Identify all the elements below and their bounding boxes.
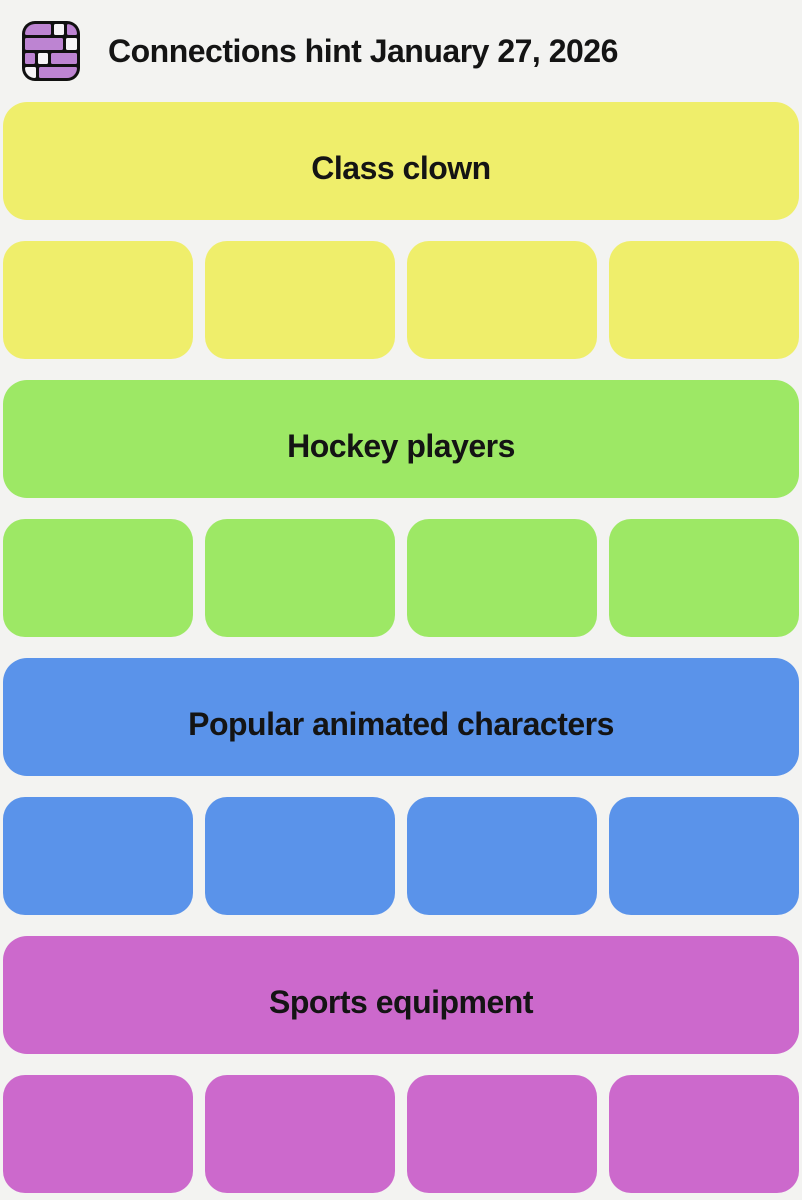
category-banner-magenta: Sports equipment — [3, 936, 799, 1054]
group-section-magenta: Sports equipment — [3, 936, 799, 1193]
answer-tile[interactable] — [205, 241, 395, 359]
tile-row-green — [3, 519, 799, 637]
icon-brick — [51, 52, 77, 64]
icon-brick — [66, 24, 77, 36]
category-banner-yellow: Class clown — [3, 102, 799, 220]
answer-tile[interactable] — [205, 797, 395, 915]
tile-row-magenta — [3, 1075, 799, 1193]
category-label: Popular animated characters — [188, 705, 614, 742]
tile-row-blue — [3, 797, 799, 915]
icon-brick — [53, 24, 64, 36]
answer-tile[interactable] — [3, 241, 193, 359]
answer-tile[interactable] — [205, 519, 395, 637]
group-section-blue: Popular animated characters — [3, 658, 799, 915]
icon-brick — [25, 38, 64, 50]
group-section-yellow: Class clown — [3, 102, 799, 359]
icon-brick — [25, 24, 51, 36]
category-label: Class clown — [311, 149, 491, 186]
group-section-green: Hockey players — [3, 380, 799, 637]
answer-tile[interactable] — [205, 1075, 395, 1193]
connections-bricks-icon-grid — [25, 24, 77, 78]
answer-tile[interactable] — [407, 797, 597, 915]
icon-row — [25, 24, 77, 36]
connections-bricks-icon — [22, 21, 80, 81]
icon-row — [25, 52, 77, 64]
answer-tile[interactable] — [3, 1075, 193, 1193]
icon-brick — [38, 66, 77, 78]
icon-brick — [25, 52, 36, 64]
category-label: Sports equipment — [268, 983, 534, 1020]
answer-tile[interactable] — [407, 1075, 597, 1193]
tile-row-yellow — [3, 241, 799, 359]
icon-row — [25, 38, 77, 50]
category-banner-green: Hockey players — [3, 380, 799, 498]
answer-tile[interactable] — [609, 1075, 799, 1193]
icon-row — [25, 66, 77, 78]
answer-tile[interactable] — [609, 241, 799, 359]
answer-tile[interactable] — [609, 797, 799, 915]
category-label: Hockey players — [287, 427, 515, 464]
answer-tile[interactable] — [407, 519, 597, 637]
answer-tile[interactable] — [3, 797, 193, 915]
page-header: Connections hint January 27, 2026 — [3, 0, 799, 102]
category-banner-blue: Popular animated characters — [3, 658, 799, 776]
icon-brick — [38, 52, 49, 64]
answer-tile[interactable] — [609, 519, 799, 637]
icon-brick — [66, 38, 77, 50]
page-title: Connections hint January 27, 2026 — [108, 32, 618, 69]
answer-tile[interactable] — [3, 519, 193, 637]
answer-tile[interactable] — [407, 241, 597, 359]
icon-brick — [25, 66, 36, 78]
